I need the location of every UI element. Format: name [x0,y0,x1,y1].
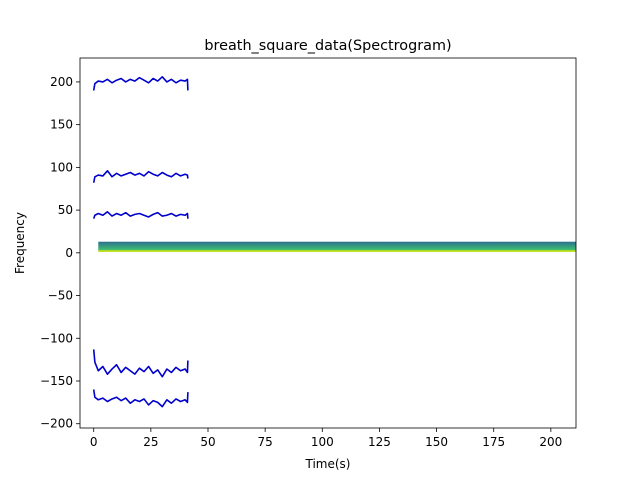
x-tick-label: 150 [425,435,448,449]
x-tick-label: 200 [539,435,562,449]
spectrogram-band-fill [98,241,576,252]
series-lines [92,76,189,408]
x-tick-label: 125 [368,435,391,449]
y-tick-label: 150 [50,118,73,132]
axes-frame [79,57,577,429]
y-tick-label: −200 [40,417,73,431]
x-axis-ticks: 0 25 50 75 100 125 150 175 200 [90,428,562,449]
y-axis-ticks: 200 150 100 50 0 −50 −100 −150 −200 [40,75,80,431]
x-tick-label: 75 [258,435,273,449]
x-axis-label: Time(s) [305,457,351,471]
x-tick-label: 0 [90,435,98,449]
series-line-3 [92,349,189,378]
y-tick-label: −100 [40,331,73,345]
y-axis-label: Frequency [13,212,27,274]
x-tick-label: 175 [482,435,505,449]
x-tick-label: 50 [200,435,215,449]
x-tick-label: 25 [143,435,158,449]
series-line-4 [92,389,189,408]
plot-area [92,76,576,408]
series-line-0 [92,76,189,91]
y-tick-label: −50 [48,289,73,303]
chart-title: breath_square_data(Spectrogram) [204,38,451,54]
series-line-2 [92,211,189,219]
y-tick-label: −150 [40,374,73,388]
x-tick-label: 100 [311,435,334,449]
y-tick-label: 50 [58,203,73,217]
y-tick-label: 200 [50,75,73,89]
spectrogram-band [98,241,576,252]
series-line-1 [92,169,189,183]
y-tick-label: 0 [65,246,73,260]
y-tick-label: 100 [50,160,73,174]
